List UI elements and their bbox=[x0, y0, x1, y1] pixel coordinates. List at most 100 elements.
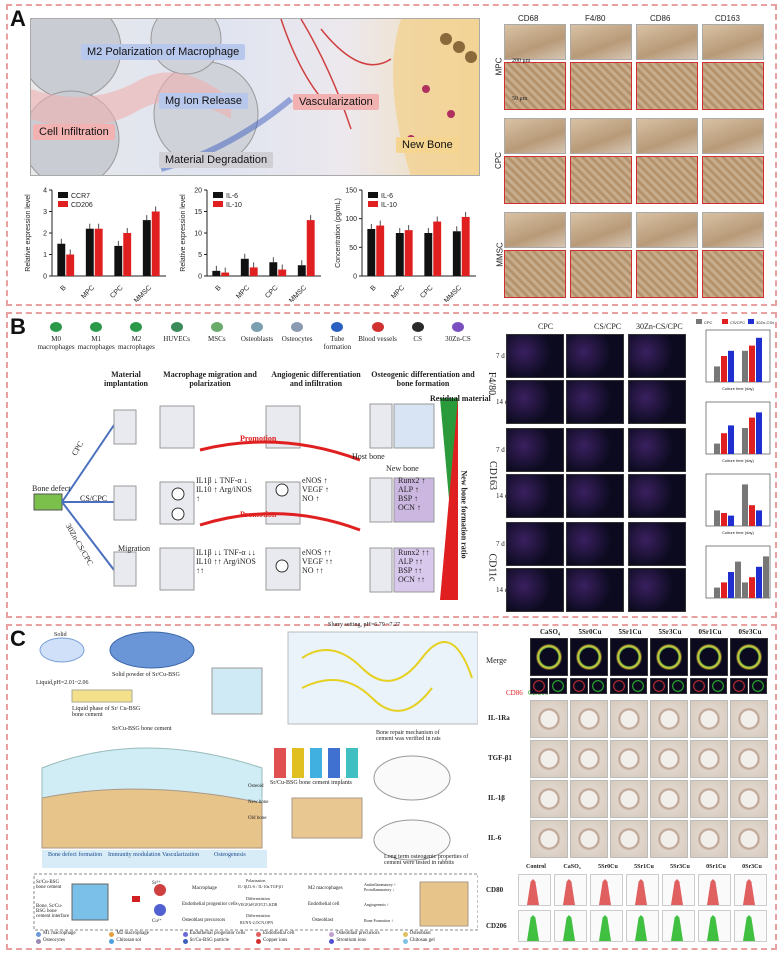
c-ihc-image bbox=[730, 700, 768, 738]
c-legend-icon bbox=[329, 932, 335, 937]
mech-result-2: Angiogenesis ↑ bbox=[364, 902, 389, 907]
bar-il-10 bbox=[278, 269, 287, 276]
process-4: Osteogenesis bbox=[214, 852, 246, 858]
ihc-row-cpc: CPC bbox=[493, 152, 503, 169]
flow-peak bbox=[743, 915, 755, 941]
legend-swatch bbox=[213, 201, 223, 207]
liquid-desc: Liquid phase of Sr/ Cu-BSG bone cement bbox=[72, 706, 141, 718]
flow-peak bbox=[635, 879, 647, 905]
panel-c-label: C bbox=[10, 626, 26, 651]
bar-il-6 bbox=[212, 270, 221, 276]
ihc-image-overview bbox=[702, 118, 764, 154]
mech-interface-label: Bone, Sr/Cu-BSG bone cement interface bbox=[36, 904, 70, 919]
c-ihc-row-label: IL-6 bbox=[488, 834, 502, 842]
promotion-label-1: Promotion bbox=[240, 434, 277, 443]
bar-ccr7 bbox=[142, 220, 151, 276]
stage-1: Material implantation bbox=[103, 370, 148, 388]
factors-cs-3: Runx2 ↑ ALP ↑ BSP ↑ OCN ↑ bbox=[398, 476, 426, 512]
mech-result-3: Bone Formation ↑ bbox=[364, 918, 394, 923]
cd206-image bbox=[549, 678, 567, 694]
c-ihc-image bbox=[650, 820, 688, 858]
legend-label: MSCs bbox=[208, 335, 226, 343]
c-legend-label: Osteocytes bbox=[43, 938, 65, 943]
cd86-legend: CD86 bbox=[506, 689, 523, 697]
residual-material-label: Residual material bbox=[430, 394, 491, 403]
side-legend-swatch bbox=[696, 319, 702, 324]
solid-desc: Solid powder of Sr/Cu-BSG bbox=[112, 672, 180, 678]
fluo-image bbox=[628, 522, 686, 566]
ihc-image-overview bbox=[570, 212, 632, 248]
c-ihc-image bbox=[570, 820, 608, 858]
y-tick-label: 150 bbox=[345, 188, 357, 195]
merge-label: Merge bbox=[486, 656, 507, 665]
side-bar bbox=[756, 566, 762, 598]
day-label: 7 d bbox=[496, 540, 505, 548]
ihc-col-cd68: CD68 bbox=[518, 14, 539, 23]
side-bar bbox=[728, 350, 734, 382]
migration-label: Migration bbox=[118, 544, 150, 553]
bone-label-old: Old bone bbox=[248, 816, 267, 821]
ihc-image-overview bbox=[504, 24, 566, 60]
scale-50um: 50 μm bbox=[512, 96, 528, 102]
legend-label: Tube formation bbox=[323, 335, 352, 351]
cd86-image bbox=[690, 678, 708, 694]
side-bar bbox=[721, 433, 727, 454]
side-bar bbox=[749, 345, 755, 382]
fluo-image bbox=[566, 474, 624, 518]
day-label: 7 d bbox=[496, 352, 505, 360]
bar-il-6 bbox=[395, 233, 404, 276]
mech-step-6: RUNX-2,OCN,OPN bbox=[240, 920, 274, 925]
side-xlabel: Culture time (day) bbox=[722, 386, 754, 391]
cd206-image bbox=[669, 678, 687, 694]
flow-peak bbox=[527, 915, 539, 941]
side-bar bbox=[756, 337, 762, 382]
fluo-image bbox=[506, 568, 564, 612]
y-tick-label: 100 bbox=[345, 216, 357, 223]
ihc-col-cd86: CD86 bbox=[650, 14, 671, 23]
flow-histogram bbox=[554, 874, 587, 906]
c-legend-icon bbox=[36, 932, 41, 937]
factors-cs-1: IL1β ↓ TNF-α ↓ IL10 ↑ Arg/iNOS ↑ bbox=[196, 476, 252, 503]
flow-peak bbox=[599, 879, 611, 905]
mech-cell-4: Endothelial cell bbox=[308, 902, 340, 907]
cd206-image bbox=[749, 678, 767, 694]
cd86-image bbox=[650, 678, 668, 694]
c-legend-icon bbox=[402, 939, 408, 944]
c-ihc-col-label: CaSO₄ bbox=[540, 628, 560, 636]
side-bar bbox=[714, 587, 720, 598]
c-ihc-image bbox=[690, 780, 728, 818]
flow-histogram bbox=[662, 910, 695, 942]
panel-b bbox=[6, 312, 777, 618]
fluo-image bbox=[628, 334, 686, 378]
ihc-image-overview bbox=[702, 212, 764, 248]
c-legend-icon bbox=[182, 932, 188, 937]
ihc-image-overview bbox=[702, 24, 764, 60]
cd86-image bbox=[530, 678, 548, 694]
x-tick-label: MMSC bbox=[133, 284, 153, 302]
legend-label: M1 macrophages bbox=[77, 335, 115, 351]
y-tick-label: 0 bbox=[198, 274, 202, 281]
fluo-image bbox=[566, 380, 624, 424]
flow-histogram bbox=[590, 910, 623, 942]
c-legend-label: Chitosan gel bbox=[409, 938, 435, 943]
flow-histogram bbox=[518, 910, 551, 942]
bar-il-10 bbox=[461, 216, 470, 276]
panel-c-images: CaSO₄ 5Sr0Cu 5Sr1Cu 5Sr3Cu 0Sr1Cu 0Sr3Cu Merg… bbox=[484, 628, 774, 946]
flow-histogram bbox=[734, 874, 767, 906]
side-bar bbox=[742, 428, 748, 454]
side-bar bbox=[728, 572, 734, 598]
c-ihc-image bbox=[530, 780, 568, 818]
bar-cd206 bbox=[123, 233, 132, 276]
y-axis-label: Relative expression level bbox=[180, 194, 187, 272]
liquid-label: Liquid,pH=2.01~2.06 bbox=[36, 680, 89, 686]
ihc-image-zoom bbox=[504, 250, 566, 298]
c-ihc-image bbox=[570, 780, 608, 818]
cd86-image bbox=[610, 678, 628, 694]
merge-image bbox=[570, 638, 608, 676]
mech-step-5: Differentiation bbox=[246, 913, 270, 918]
c-ihc-col-label: 5Sr0Cu bbox=[578, 628, 602, 636]
day-label: 14 d bbox=[496, 586, 509, 594]
y-tick-label: 0 bbox=[43, 274, 47, 281]
c-ihc-row-label: IL-1β bbox=[488, 794, 505, 802]
side-bar bbox=[735, 561, 741, 598]
